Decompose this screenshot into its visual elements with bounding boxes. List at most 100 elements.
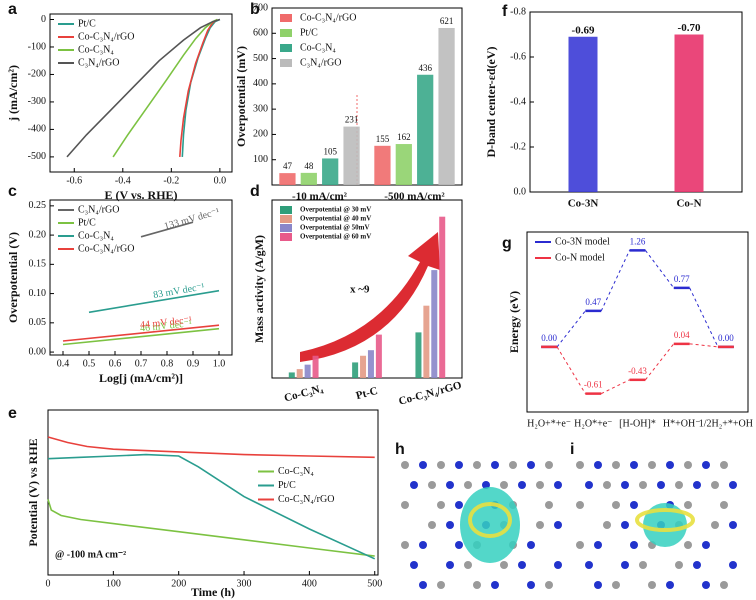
charge-density	[635, 508, 695, 532]
atom	[684, 461, 692, 469]
series-line	[181, 18, 221, 157]
atom	[437, 461, 445, 469]
slope-annotation: 133 mV dec⁻¹	[163, 206, 221, 232]
atom	[473, 581, 481, 589]
atom	[545, 501, 553, 509]
legend-label: C₃N₄/rGO	[78, 57, 119, 68]
atom	[594, 541, 602, 549]
atom	[545, 581, 553, 589]
x-tick-label: 0.5	[83, 358, 96, 369]
legend-label: Co-3N model	[555, 236, 610, 247]
y-axis-title: Overpotential (V)	[6, 232, 20, 323]
charge-density	[643, 503, 687, 547]
panel-label: f	[502, 3, 508, 20]
legend-label: Pt/C	[78, 217, 96, 228]
atom	[500, 561, 508, 569]
bar	[439, 216, 446, 378]
atom	[554, 561, 562, 569]
legend-label: Pt/C	[300, 27, 318, 38]
series-line	[62, 327, 220, 346]
atom	[720, 581, 728, 589]
atom	[401, 461, 409, 469]
x-tick-label: 0.8	[161, 358, 174, 369]
y-axis-title: Energy (eV)	[507, 291, 521, 353]
atom	[630, 461, 638, 469]
atom	[401, 541, 409, 549]
y-tick-label: 0	[41, 14, 46, 25]
atom	[401, 501, 409, 509]
bar	[431, 270, 438, 378]
atom	[428, 481, 436, 489]
atom	[576, 501, 584, 509]
y-tick-label: 0.00	[29, 346, 47, 357]
atom	[648, 461, 656, 469]
panel-label: h	[395, 441, 405, 458]
bar	[374, 145, 391, 185]
atom	[684, 501, 692, 509]
panel-label: c	[8, 183, 17, 200]
value-label: 231	[345, 115, 359, 125]
atom	[720, 501, 728, 509]
value-label: 155	[376, 134, 390, 144]
atom	[612, 461, 620, 469]
connector	[556, 346, 586, 394]
atom	[446, 521, 454, 529]
y-tick-label: -0.2	[510, 141, 526, 152]
panel-label: d	[250, 183, 260, 200]
x-tick-label: 500	[367, 578, 382, 589]
atom	[621, 521, 629, 529]
value-label: 436	[418, 63, 432, 73]
y-tick-label: -200	[28, 69, 46, 80]
atom	[455, 461, 463, 469]
value-label: 48	[304, 161, 314, 171]
atom	[554, 521, 562, 529]
charge-density	[460, 487, 520, 563]
atom	[585, 481, 593, 489]
legend-swatch	[280, 215, 292, 223]
atom	[536, 481, 544, 489]
legend-label: C₃N₄/rGO	[300, 57, 341, 68]
atom	[491, 461, 499, 469]
atom	[518, 481, 526, 489]
annotation: @ -100 mA cm⁻²	[55, 549, 126, 560]
y-tick-label: -300	[28, 96, 46, 107]
x-tick-label: H₂O+*+e⁻	[527, 418, 571, 429]
y-tick-label: 600	[253, 28, 268, 39]
y-tick-label: 0.25	[29, 200, 47, 211]
x-axis-title: E (V vs. RHE)	[104, 188, 177, 202]
atom	[603, 481, 611, 489]
legend-label: Co-C₃N₄	[300, 42, 336, 53]
atom	[729, 561, 737, 569]
y-tick-label: 0.05	[29, 317, 47, 328]
bar	[304, 364, 311, 378]
atom	[702, 541, 710, 549]
bar	[367, 350, 374, 378]
bar	[423, 305, 430, 378]
x-tick-label: Co-C₃N₄/rGO	[397, 379, 463, 407]
value-label: 0.04	[674, 330, 690, 340]
atom	[729, 521, 737, 529]
legend-label: Co-C₃N₄	[78, 44, 114, 55]
panel-label: g	[502, 235, 512, 252]
legend-label: Pt/C	[78, 18, 96, 29]
legend-label: Pt/C	[278, 480, 296, 491]
legend-swatch	[280, 233, 292, 241]
atom	[648, 581, 656, 589]
atom	[702, 461, 710, 469]
x-tick-label: 0.9	[187, 358, 200, 369]
legend-label: Co-C₃N₄	[78, 230, 114, 241]
bar	[375, 334, 382, 378]
atom	[675, 561, 683, 569]
y-tick-label: 100	[253, 154, 268, 165]
value-label: 47	[283, 161, 293, 171]
atom	[455, 501, 463, 509]
x-tick-label: 0.7	[135, 358, 148, 369]
atom	[419, 541, 427, 549]
atom	[585, 561, 593, 569]
value-label: -0.61	[584, 380, 603, 390]
y-axis-title: Potential (V) vs RHE	[26, 438, 40, 546]
connector	[600, 250, 630, 312]
y-tick-label: 700	[253, 2, 268, 13]
x-tick-label: -0.4	[115, 175, 131, 186]
